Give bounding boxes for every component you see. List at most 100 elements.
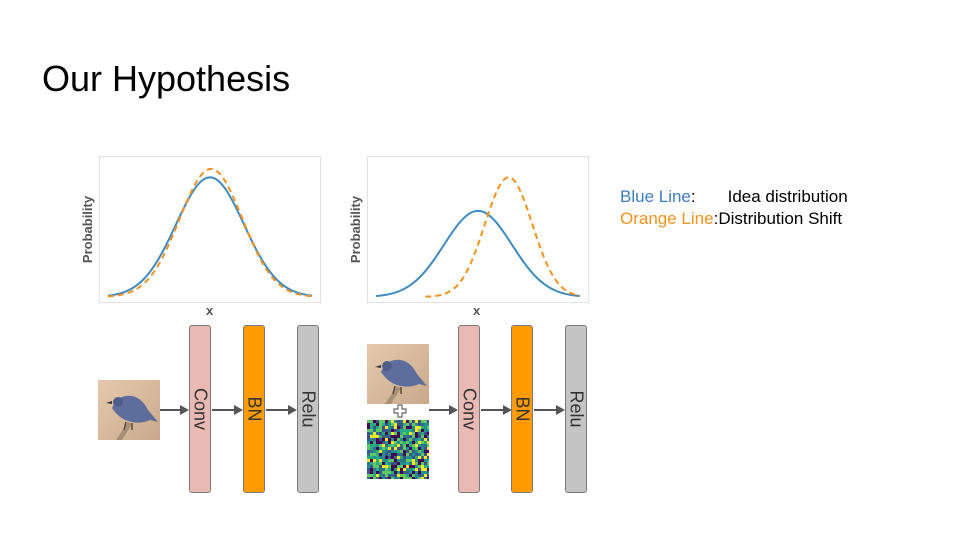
- bn-layer-label: BN: [244, 396, 265, 422]
- noise-pixel: [409, 477, 412, 479]
- noise-pixel: [397, 468, 400, 471]
- noise-pixel: [403, 435, 406, 438]
- noise-pixel: [394, 453, 397, 456]
- noise-pixel: [370, 456, 373, 459]
- noise-pixel: [397, 471, 400, 474]
- noise-pixel: [403, 438, 406, 441]
- noise-pixel: [385, 435, 388, 438]
- noise-pixel: [424, 459, 427, 462]
- noise-pixel: [409, 438, 412, 441]
- noise-pixel: [418, 444, 421, 447]
- noise-pixel: [406, 426, 409, 429]
- noise-pixel: [424, 447, 427, 450]
- noise-pixel: [370, 465, 373, 468]
- noise-pixel: [370, 420, 373, 423]
- noise-pixel: [406, 456, 409, 459]
- right-plot-ideal-curve: [375, 209, 581, 298]
- conv-layer: Conv: [458, 325, 480, 493]
- noise-pixel: [397, 477, 400, 479]
- noise-pixel: [412, 441, 415, 444]
- noise-pixel: [376, 444, 379, 447]
- noise-pixel: [427, 468, 429, 471]
- noise-pixel: [394, 456, 397, 459]
- noise-pixel: [391, 477, 394, 479]
- noise-pixel: [403, 444, 406, 447]
- noise-pixel: [388, 465, 391, 468]
- noise-pixel: [394, 471, 397, 474]
- noise-pixel: [388, 474, 391, 477]
- noise-pixel: [373, 468, 376, 471]
- noise-pixel: [397, 420, 400, 423]
- noise-pixel: [373, 465, 376, 468]
- noise-pixel: [373, 477, 376, 479]
- noise-pixel: [418, 438, 421, 441]
- noise-pixel: [394, 459, 397, 462]
- noise-pixel: [394, 450, 397, 453]
- noise-pixel: [406, 447, 409, 450]
- legend-row-orange: Orange Line:Distribution Shift: [620, 208, 848, 230]
- noise-pixel: [385, 471, 388, 474]
- noise-pixel: [427, 465, 429, 468]
- noise-pixel: [424, 426, 427, 429]
- noise-pixel: [424, 456, 427, 459]
- noise-pixel: [382, 432, 385, 435]
- noise-pixel: [406, 420, 409, 423]
- noise-pixel: [415, 447, 418, 450]
- noise-pixel: [394, 423, 397, 426]
- noise-pixel: [409, 462, 412, 465]
- noise-pixel: [421, 468, 424, 471]
- noise-pixel: [367, 462, 370, 465]
- legend-blue-sep: :: [690, 187, 696, 206]
- noise-pixel: [370, 444, 373, 447]
- noise-pixel: [379, 420, 382, 423]
- noise-pixel: [385, 426, 388, 429]
- noise-pixel: [373, 474, 376, 477]
- noise-pixel: [376, 456, 379, 459]
- noise-pixel: [388, 468, 391, 471]
- noise-pixel: [424, 477, 427, 479]
- noise-pixel: [391, 456, 394, 459]
- noise-pixel: [403, 447, 406, 450]
- noise-pixel: [403, 456, 406, 459]
- noise-pixel: [412, 465, 415, 468]
- noise-pixel: [406, 471, 409, 474]
- noise-pixel: [376, 420, 379, 423]
- noise-pixel: [427, 441, 429, 444]
- noise-pixel: [373, 450, 376, 453]
- noise-pixel: [397, 462, 400, 465]
- noise-pixel: [415, 462, 418, 465]
- noise-pixel: [367, 447, 370, 450]
- noise-pixel: [424, 468, 427, 471]
- noise-pixel: [367, 429, 370, 432]
- noise-pixel: [415, 465, 418, 468]
- noise-pixel: [427, 459, 429, 462]
- noise-pixel: [418, 447, 421, 450]
- noise-pixel: [394, 420, 397, 423]
- noise-pixel: [382, 477, 385, 479]
- noise-pixel: [421, 459, 424, 462]
- noise-pixel: [400, 471, 403, 474]
- noise-pixel: [412, 435, 415, 438]
- noise-pixel: [418, 456, 421, 459]
- legend-blue-label: Blue Line: [620, 187, 691, 206]
- noise-pixel: [400, 468, 403, 471]
- noise-pixel: [388, 444, 391, 447]
- noise-pixel: [376, 462, 379, 465]
- noise-pixel: [388, 471, 391, 474]
- noise-pixel: [415, 468, 418, 471]
- left-plot-xlabel: x: [206, 303, 214, 318]
- noise-pixel: [373, 441, 376, 444]
- noise-pixel: [382, 450, 385, 453]
- noise-pixel: [418, 423, 421, 426]
- noise-pixel: [388, 432, 391, 435]
- noise-pixel: [382, 474, 385, 477]
- noise-pixel: [400, 429, 403, 432]
- noise-pixel: [424, 438, 427, 441]
- noise-pixel: [388, 447, 391, 450]
- noise-pixel: [376, 441, 379, 444]
- noise-pixel: [406, 432, 409, 435]
- noise-pixel: [385, 432, 388, 435]
- noise-pixel: [379, 450, 382, 453]
- noise-pixel: [418, 426, 421, 429]
- noise-pixel: [400, 462, 403, 465]
